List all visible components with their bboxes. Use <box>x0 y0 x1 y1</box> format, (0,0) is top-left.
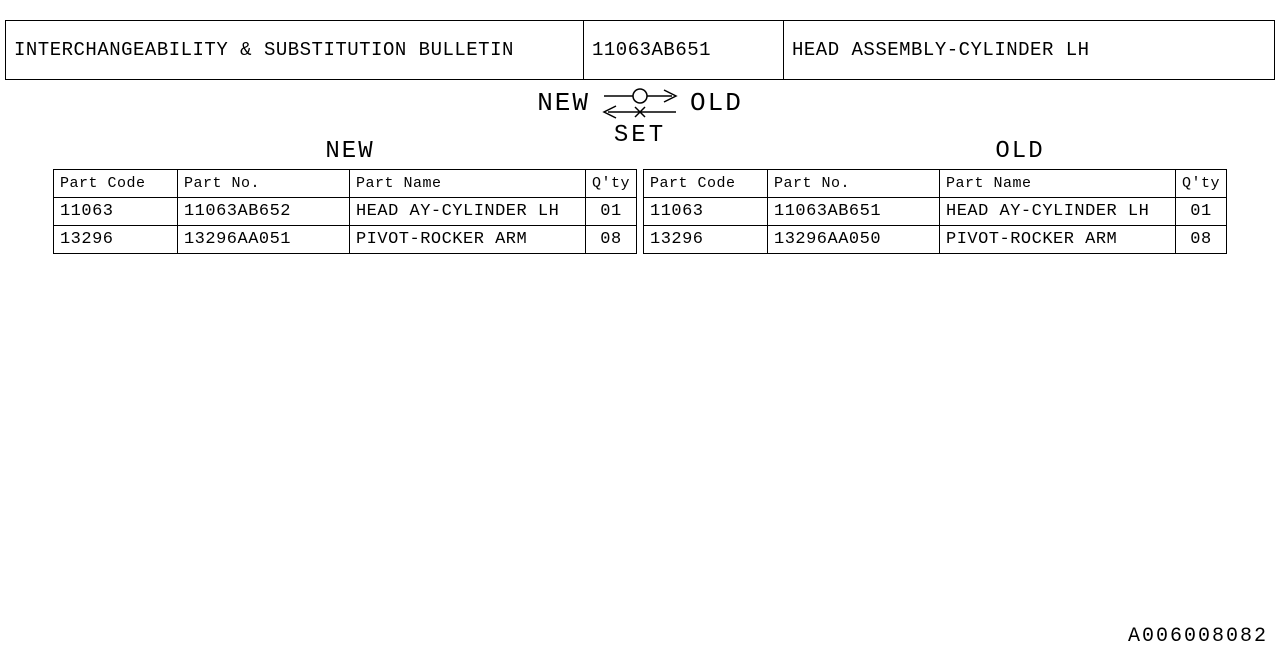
col-part-code: Part Code <box>53 170 177 198</box>
cell-no: 11063AB651 <box>768 198 940 226</box>
mid-new-label: NEW <box>537 88 590 118</box>
cell-code: 13296 <box>53 226 177 254</box>
cell-name: HEAD AY-CYLINDER LH <box>349 198 585 226</box>
bulletin-part-name: HEAD ASSEMBLY-CYLINDER LH <box>784 21 1274 79</box>
col-qty: Q'ty <box>585 170 636 198</box>
tables-container: Part Code Part No. Part Name Q'ty 11063 … <box>44 169 1236 254</box>
cell-no: 11063AB652 <box>177 198 349 226</box>
cell-code: 13296 <box>644 226 768 254</box>
interchange-indicator: NEW OLD SET <box>0 86 1280 156</box>
cell-code: 11063 <box>53 198 177 226</box>
col-part-no: Part No. <box>768 170 940 198</box>
set-label: SET <box>614 122 666 149</box>
col-part-name: Part Name <box>349 170 585 198</box>
table-row: 13296 13296AA051 PIVOT-ROCKER ARM 08 <box>53 226 636 254</box>
old-parts-table: Part Code Part No. Part Name Q'ty 11063 … <box>643 169 1227 254</box>
table-row: 11063 11063AB652 HEAD AY-CYLINDER LH 01 <box>53 198 636 226</box>
cell-no: 13296AA051 <box>177 226 349 254</box>
col-qty: Q'ty <box>1176 170 1227 198</box>
table-header-row: Part Code Part No. Part Name Q'ty <box>53 170 636 198</box>
cell-qty: 01 <box>585 198 636 226</box>
cell-name: PIVOT-ROCKER ARM <box>940 226 1176 254</box>
bulletin-header: INTERCHANGEABILITY & SUBSTITUTION BULLET… <box>5 20 1275 80</box>
cell-qty: 01 <box>1176 198 1227 226</box>
cell-name: HEAD AY-CYLINDER LH <box>940 198 1176 226</box>
bulletin-title: INTERCHANGEABILITY & SUBSTITUTION BULLET… <box>6 21 584 79</box>
table-row: 13296 13296AA050 PIVOT-ROCKER ARM 08 <box>644 226 1227 254</box>
col-part-code: Part Code <box>644 170 768 198</box>
arrows-icon <box>600 86 680 120</box>
cell-code: 11063 <box>644 198 768 226</box>
cell-qty: 08 <box>585 226 636 254</box>
cell-name: PIVOT-ROCKER ARM <box>349 226 585 254</box>
mid-old-label: OLD <box>690 88 743 118</box>
cell-no: 13296AA050 <box>768 226 940 254</box>
table-row: 11063 11063AB651 HEAD AY-CYLINDER LH 01 <box>644 198 1227 226</box>
new-parts-table: Part Code Part No. Part Name Q'ty 11063 … <box>53 169 637 254</box>
bulletin-part-no: 11063AB651 <box>584 21 784 79</box>
col-part-no: Part No. <box>177 170 349 198</box>
col-part-name: Part Name <box>940 170 1176 198</box>
cell-qty: 08 <box>1176 226 1227 254</box>
table-header-row: Part Code Part No. Part Name Q'ty <box>644 170 1227 198</box>
document-code: A006008082 <box>1128 625 1268 648</box>
